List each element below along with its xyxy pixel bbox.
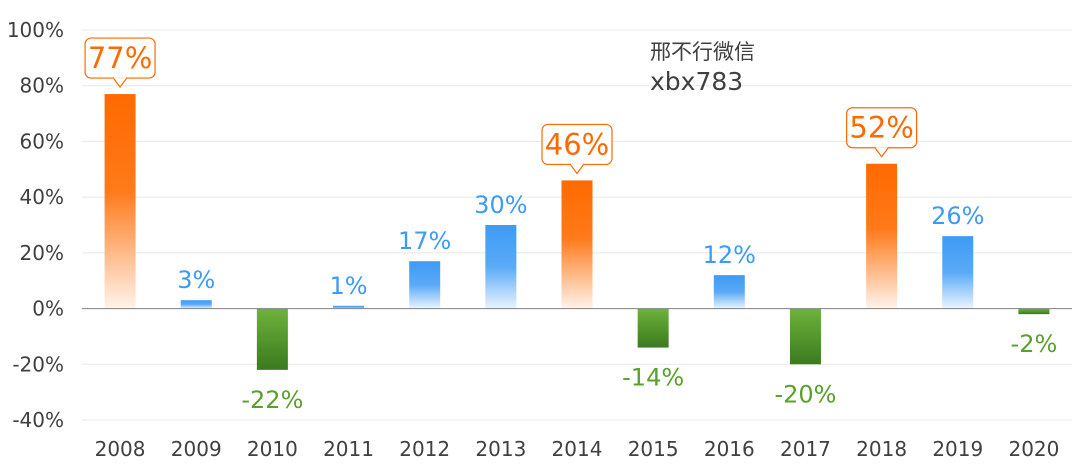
x-tick-label: 2018	[856, 437, 907, 461]
data-label: 46%	[545, 127, 609, 161]
callout-pointer	[112, 77, 128, 89]
bar-2018	[866, 163, 898, 309]
x-tick-label: 2013	[475, 437, 526, 461]
y-tick-label: -20%	[12, 352, 64, 376]
bars	[104, 94, 1050, 370]
x-tick-label: 2014	[552, 437, 603, 461]
bar-2016	[713, 275, 745, 309]
data-label: -22%	[241, 386, 303, 414]
x-tick-label: 2020	[1008, 437, 1059, 461]
bar-2008	[104, 94, 136, 309]
bar-2015	[637, 308, 669, 348]
x-tick-label: 2017	[780, 437, 831, 461]
x-tick-label: 2015	[628, 437, 679, 461]
y-tick-label: -40%	[12, 408, 64, 432]
data-label: -14%	[622, 364, 684, 392]
data-label: 1%	[329, 272, 367, 300]
bar-2011	[333, 305, 365, 309]
y-tick-label: 20%	[20, 241, 64, 265]
data-label: -2%	[1011, 330, 1058, 358]
y-tick-label: 80%	[20, 74, 64, 98]
data-label: 17%	[398, 227, 451, 255]
x-tick-label: 2010	[247, 437, 298, 461]
x-tick-label: 2012	[399, 437, 450, 461]
data-label: 3%	[177, 266, 215, 294]
data-labels: 77% 3% -22% 1% 17% 30% 46% -14% 12% -20% 52% 26% -2%	[84, 37, 1058, 414]
y-axis-ticks: 100% 80% 60% 40% 20% 0% -20% -40%	[7, 18, 64, 432]
callout-pointer	[569, 163, 585, 175]
y-tick-label: 100%	[7, 18, 64, 42]
bar-2010	[256, 308, 288, 370]
y-tick-label: 0%	[32, 297, 64, 321]
bar-2017	[789, 308, 821, 365]
y-tick-label: 60%	[20, 129, 64, 153]
x-tick-label: 2016	[704, 437, 755, 461]
y-tick-label: 40%	[20, 185, 64, 209]
data-label: -20%	[774, 380, 836, 408]
bar-2009	[180, 300, 212, 309]
watermark: 邢不行微信 xbx783	[650, 38, 755, 98]
watermark-line-1: 邢不行微信	[650, 40, 755, 64]
callout-2014: 46%	[541, 123, 613, 175]
x-tick-label: 2011	[323, 437, 374, 461]
bar-2013	[485, 225, 517, 309]
bar-2019	[942, 236, 974, 309]
x-tick-label: 2009	[171, 437, 222, 461]
bar-2020	[1018, 308, 1050, 315]
data-label: 52%	[849, 111, 913, 145]
callout-2008: 77%	[84, 37, 156, 89]
watermark-line-2: xbx783	[650, 67, 744, 96]
x-tick-label: 2008	[95, 437, 146, 461]
data-label: 77%	[88, 41, 152, 75]
callout-pointer	[874, 146, 890, 158]
x-tick-label: 2019	[932, 437, 983, 461]
data-label: 26%	[931, 202, 984, 230]
bar-2012	[409, 261, 441, 309]
data-label: 12%	[703, 241, 756, 269]
callout-2018: 52%	[846, 107, 918, 158]
bar-2014	[561, 180, 593, 309]
data-label: 30%	[474, 191, 527, 219]
x-axis-ticks: 2008 2009 2010 2011 2012 2013 2014 2015 2016 2017…	[95, 437, 1060, 461]
